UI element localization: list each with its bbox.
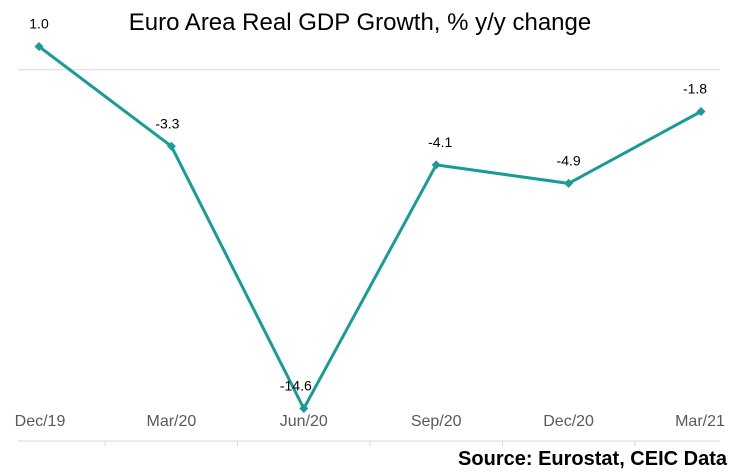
x-tick-label-sep-20: Sep/20 [411,413,462,430]
x-tick-labels: Dec/19 Mar/20 Jun/20 Sep/20 Dec/20 Mar/21 [15,413,725,430]
data-point-mar-20 [166,141,176,151]
data-point-mar-21 [696,106,706,116]
data-label-dec-19: 1.0 [29,16,49,32]
x-tick-label-dec-19: Dec/19 [15,413,66,430]
data-point-sep-20 [431,160,441,170]
x-tick-label-jun-20: Jun/20 [280,413,328,430]
x-tick-label-mar-20: Mar/20 [147,413,197,430]
data-label-sep-20: -4.1 [428,134,452,150]
data-label-mar-20: -3.3 [155,115,179,131]
source-note: Source: Eurostat, CEIC Data [458,448,728,470]
data-labels: 1.0 -3.3 -14.6 -4.1 -4.9 -1.8 [29,16,707,394]
data-point-jun-20 [299,404,309,414]
data-point-dec-20 [564,178,574,188]
x-tick-label-mar-21: Mar/21 [675,413,725,430]
chart-title: Euro Area Real GDP Growth, % y/y change [129,9,591,36]
data-points [34,42,706,414]
data-label-jun-20: -14.6 [280,378,312,394]
x-tick-label-dec-20: Dec/20 [543,413,594,430]
series-line [38,45,702,412]
data-label-dec-20: -4.9 [557,152,581,168]
data-point-dec-19 [34,42,44,52]
data-label-mar-21: -1.8 [683,80,707,96]
x-tick-marks [104,441,636,446]
